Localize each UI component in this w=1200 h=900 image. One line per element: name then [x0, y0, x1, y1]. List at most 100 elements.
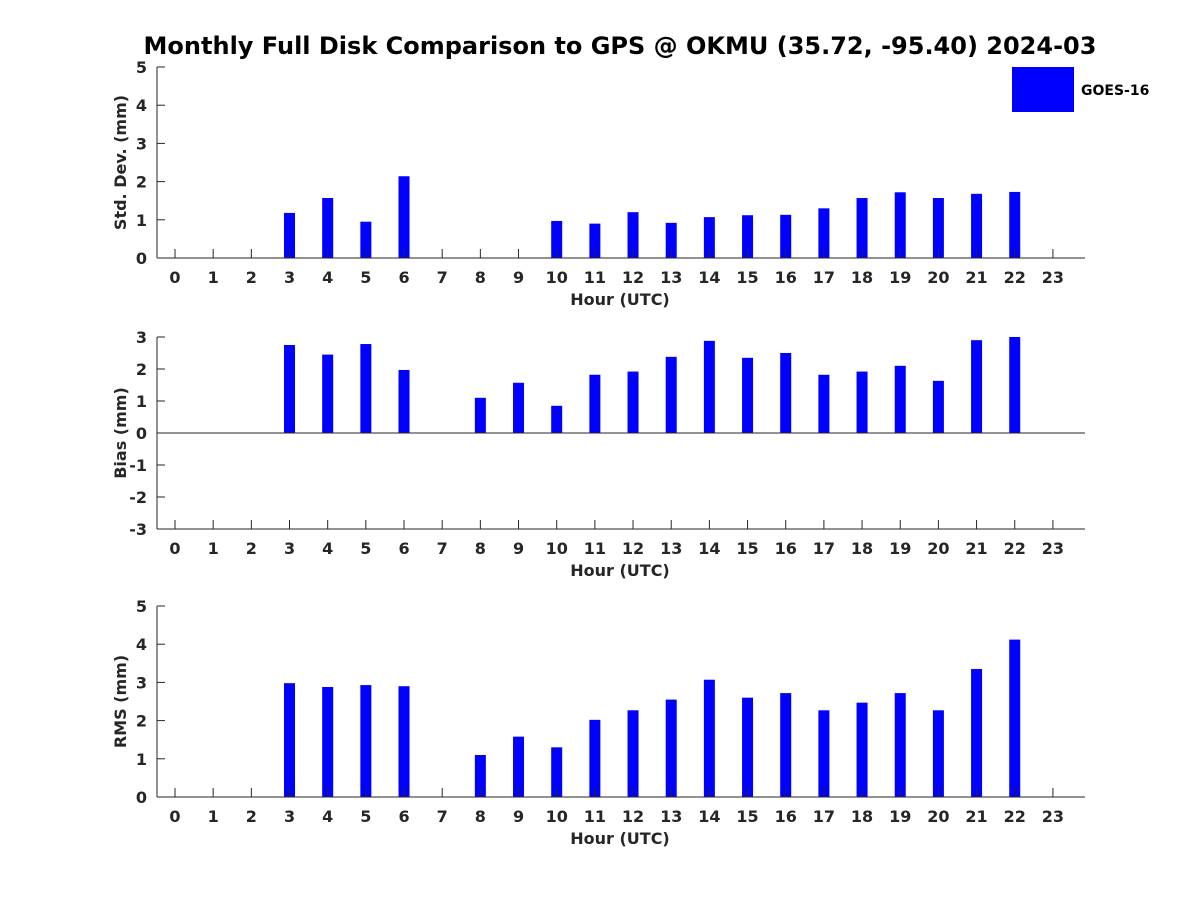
x-tick-label: 10 [546, 539, 568, 558]
y-tick-label: 0 [136, 788, 147, 807]
bar-hour-22 [1009, 191, 1021, 258]
bar-hour-14 [703, 340, 715, 433]
x-tick-label: 1 [208, 539, 219, 558]
bar-hour-6 [398, 176, 410, 258]
y-tick-label: 4 [136, 635, 147, 654]
bar-hour-22 [1009, 337, 1021, 433]
bar-hour-19 [894, 693, 906, 797]
x-tick-label: 18 [851, 807, 873, 826]
bar-hour-3 [284, 212, 296, 258]
bar-hour-19 [894, 192, 906, 258]
x-tick-label: 9 [513, 807, 524, 826]
bar-hour-18 [856, 702, 868, 797]
x-tick-label: 16 [775, 807, 797, 826]
x-tick-label: 18 [851, 268, 873, 287]
bar-hour-18 [856, 198, 868, 258]
bar-hour-13 [665, 222, 677, 258]
x-tick-label: 10 [546, 268, 568, 287]
bar-hour-4 [322, 198, 334, 258]
chart-title: Monthly Full Disk Comparison to GPS @ OK… [144, 32, 1097, 60]
x-tick-label: 3 [284, 807, 295, 826]
x-tick-label: 14 [698, 539, 720, 558]
bar-hour-8 [474, 754, 486, 797]
x-axis-label: Hour (UTC) [570, 290, 670, 309]
x-tick-label: 7 [437, 539, 448, 558]
bar-hour-10 [551, 747, 563, 797]
bar-hour-3 [284, 683, 296, 797]
y-tick-label: -3 [129, 520, 147, 539]
y-tick-label: 3 [136, 134, 147, 153]
bar-hour-4 [322, 686, 334, 797]
legend: GOES-16 [1012, 67, 1149, 112]
y-tick-label: 0 [136, 424, 147, 443]
bar-hour-3 [284, 345, 296, 433]
x-tick-label: 20 [927, 539, 949, 558]
x-tick-label: 6 [398, 539, 409, 558]
x-axis-label: Hour (UTC) [570, 561, 670, 580]
bar-hour-21 [971, 669, 983, 797]
y-tick-label: 3 [136, 328, 147, 347]
x-tick-label: 2 [246, 807, 257, 826]
x-tick-label: 15 [736, 268, 758, 287]
x-tick-label: 19 [889, 539, 911, 558]
x-tick-label: 4 [322, 539, 333, 558]
x-tick-label: 8 [475, 807, 486, 826]
bar-hour-8 [474, 397, 486, 433]
y-tick-label: 4 [136, 96, 147, 115]
bar-hour-10 [551, 220, 563, 258]
x-tick-label: 5 [360, 807, 371, 826]
bar-hour-5 [360, 221, 372, 258]
x-tick-label: 1 [208, 268, 219, 287]
x-tick-label: 3 [284, 268, 295, 287]
x-tick-label: 11 [584, 539, 606, 558]
x-tick-label: 21 [965, 807, 987, 826]
y-axis-label: Bias (mm) [111, 387, 130, 479]
x-axis-label: Hour (UTC) [570, 829, 670, 848]
y-tick-label: 5 [136, 597, 147, 616]
x-tick-label: 14 [698, 807, 720, 826]
x-tick-label: 0 [169, 268, 180, 287]
bar-hour-5 [360, 685, 372, 797]
bar-hour-6 [398, 686, 410, 797]
x-tick-label: 23 [1042, 268, 1064, 287]
bar-hour-11 [589, 223, 601, 258]
x-tick-label: 19 [889, 807, 911, 826]
x-tick-label: 23 [1042, 539, 1064, 558]
bar-hour-13 [665, 699, 677, 797]
legend-label: GOES-16 [1081, 83, 1149, 99]
bar-hour-21 [971, 193, 983, 258]
bar-hour-10 [551, 405, 563, 433]
bar-hour-5 [360, 344, 372, 433]
x-tick-label: 6 [398, 268, 409, 287]
x-tick-label: 22 [1004, 539, 1026, 558]
bar-hour-14 [703, 217, 715, 258]
x-tick-label: 16 [775, 268, 797, 287]
x-tick-label: 16 [775, 539, 797, 558]
bar-hour-17 [818, 374, 830, 433]
x-tick-label: 22 [1004, 268, 1026, 287]
bar-hour-20 [932, 380, 944, 433]
x-tick-label: 4 [322, 268, 333, 287]
x-tick-label: 3 [284, 539, 295, 558]
bar-hour-15 [742, 215, 754, 258]
x-tick-label: 7 [437, 807, 448, 826]
x-tick-label: 2 [246, 268, 257, 287]
legend-swatch [1012, 67, 1074, 112]
x-tick-label: 8 [475, 539, 486, 558]
x-tick-label: 13 [660, 539, 682, 558]
y-tick-label: 2 [136, 712, 147, 731]
bar-hour-4 [322, 354, 334, 433]
y-axis-label: RMS (mm) [111, 655, 130, 748]
bar-hour-15 [742, 357, 754, 433]
x-tick-label: 21 [965, 268, 987, 287]
x-tick-label: 18 [851, 539, 873, 558]
y-tick-label: 5 [136, 58, 147, 77]
y-tick-label: 1 [136, 392, 147, 411]
x-tick-label: 0 [169, 807, 180, 826]
y-tick-label: 1 [136, 750, 147, 769]
bar-hour-9 [513, 382, 525, 433]
y-tick-label: 2 [136, 173, 147, 192]
x-tick-label: 20 [927, 268, 949, 287]
x-tick-label: 2 [246, 539, 257, 558]
